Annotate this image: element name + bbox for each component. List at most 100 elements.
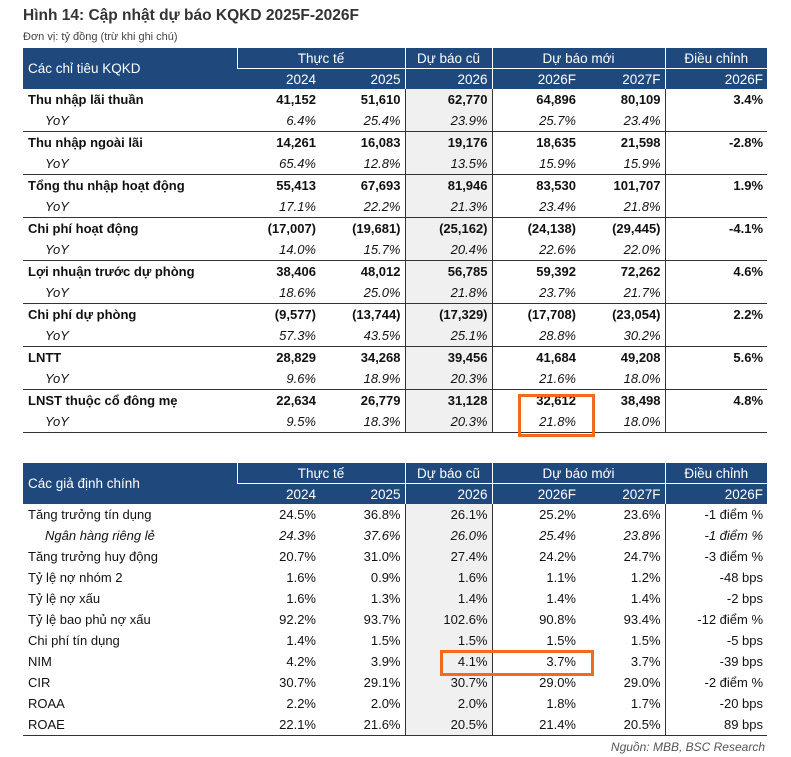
table-row: ROAA 2.2% 2.0% 2.0% 1.8% 1.7% -20 bps <box>23 693 768 714</box>
row-label: Tăng trưởng tín dụng <box>28 507 152 522</box>
value-cell: 1.4% <box>404 588 492 609</box>
header-new: Dự báo mới <box>491 48 666 69</box>
header-year: 2026F <box>664 68 768 89</box>
value-cell: 1.9% <box>664 174 768 196</box>
yoy-cell: 23.7% <box>491 282 580 304</box>
header-year: 2026F <box>491 68 580 89</box>
value-cell: 39,456 <box>404 346 492 368</box>
row-label: YoY <box>23 368 237 390</box>
yoy-cell: 25.7% <box>491 110 580 132</box>
value-cell: 22.1% <box>237 714 320 736</box>
yoy-row: YoY 9.6% 18.9% 20.3% 21.6% 18.0% <box>23 368 768 390</box>
row-label: YoY <box>23 196 237 218</box>
value-cell: 1.2% <box>630 570 661 585</box>
row-label: Tổng thu nhập hoạt động <box>28 178 185 193</box>
yoy-cell: 18.0% <box>580 368 666 390</box>
row-label: LNTT <box>28 350 62 365</box>
yoy-row: YoY 18.6% 25.0% 21.8% 23.7% 21.7% <box>23 282 768 304</box>
yoy-cell-empty <box>664 282 768 304</box>
value-cell: -39 bps <box>664 651 768 672</box>
table-row: NIM 4.2% 3.9% 4.1% 3.7% 3.7% -39 bps <box>23 651 768 672</box>
header-year: 2026F <box>664 483 768 504</box>
yoy-cell: 12.8% <box>320 153 405 175</box>
value-cell: 1.5% <box>491 630 580 651</box>
row-label: Lợi nhuận trước dự phòng <box>28 264 195 279</box>
header-year: 2026 <box>404 483 492 504</box>
value-cell: 20.5% <box>580 714 666 736</box>
value-cell: 1.5% <box>404 630 492 651</box>
row-label: Tăng trưởng huy động <box>28 549 158 564</box>
yoy-cell: 21.8% <box>404 282 492 304</box>
value-cell: 34,268 <box>360 350 401 365</box>
value-cell: 48,012 <box>360 264 401 279</box>
value-cell: 1.4% <box>286 633 316 648</box>
table-row: Tỷ lệ nợ nhóm 2 1.6% 0.9% 1.6% 1.1% 1.2% -48 b… <box>23 567 768 588</box>
value-cell: 56,785 <box>404 260 492 282</box>
row-label: YoY <box>23 411 237 433</box>
value-cell: 81,946 <box>404 174 492 196</box>
table-row: LNTT 28,829 34,268 39,456 41,684 49,208 5.6% <box>23 346 768 368</box>
value-cell: 1.8% <box>491 693 580 714</box>
value-cell: 93.4% <box>623 612 661 627</box>
value-cell: 28,829 <box>276 350 316 365</box>
row-label: Chi phí tín dụng <box>28 633 120 648</box>
value-cell: (13,744) <box>352 307 401 322</box>
table-row: Chi phí tín dụng 1.4% 1.5% 1.5% 1.5% 1.5% -5 b… <box>23 630 768 651</box>
value-cell: 26.1% <box>404 504 492 525</box>
value-cell: 2.2% <box>664 303 768 325</box>
value-cell: -3 điểm % <box>664 546 768 567</box>
table-label: Các chỉ tiêu KQKD <box>23 48 237 89</box>
table-row: LNST thuộc cổ đông mẹ 22,634 26,779 31,128 3… <box>23 389 768 411</box>
value-cell: 1.1% <box>491 567 580 588</box>
value-cell: 20.7% <box>279 549 316 564</box>
value-cell: 4.8% <box>664 389 768 411</box>
yoy-cell: 22.2% <box>320 196 405 218</box>
yoy-cell: 65.4% <box>237 153 320 175</box>
yoy-cell: 18.6% <box>237 282 320 304</box>
value-cell: 22,634 <box>276 393 316 408</box>
yoy-cell: 9.5% <box>237 411 320 433</box>
value-cell: 92.2% <box>279 612 316 627</box>
value-cell: 3.9% <box>370 654 401 669</box>
value-cell: 30.7% <box>279 675 316 690</box>
value-cell: 67,693 <box>360 178 401 193</box>
row-label: YoY <box>23 239 237 261</box>
value-cell: 102.6% <box>404 609 492 630</box>
yoy-cell: 15.7% <box>320 239 405 261</box>
value-cell: -20 bps <box>664 693 768 714</box>
value-cell: (17,708) <box>491 303 580 325</box>
row-label: Chi phí hoạt động <box>28 221 139 236</box>
value-cell: -2.8% <box>664 131 768 153</box>
yoy-cell: 18.9% <box>320 368 405 390</box>
yoy-cell-empty <box>664 368 768 390</box>
source-note: Nguồn: MBB, BSC Research <box>610 740 765 754</box>
table-label: Các giả định chính <box>23 463 237 504</box>
yoy-cell: 21.8% <box>491 411 580 433</box>
yoy-cell-empty <box>664 110 768 132</box>
value-cell: 20.5% <box>404 714 492 736</box>
yoy-cell: 21.6% <box>491 368 580 390</box>
yoy-row: YoY 57.3% 43.5% 25.1% 28.8% 30.2% <box>23 325 768 347</box>
yoy-cell: 23.9% <box>404 110 492 132</box>
value-cell: 1.5% <box>630 633 661 648</box>
value-cell: (17,329) <box>404 303 492 325</box>
yoy-cell: 15.9% <box>491 153 580 175</box>
row-label: LNST thuộc cổ đông mẹ <box>28 393 178 408</box>
value-cell: 1.6% <box>286 591 316 606</box>
header-year: 2026 <box>404 68 492 89</box>
value-cell: (29,445) <box>612 221 661 236</box>
value-cell: 37.6% <box>363 528 401 543</box>
value-cell: 29.0% <box>623 675 661 690</box>
yoy-cell: 43.5% <box>320 325 405 347</box>
yoy-cell: 22.6% <box>491 239 580 261</box>
value-cell: 21,598 <box>620 135 661 150</box>
header-old: Dự báo cũ <box>404 463 492 484</box>
header-year: 2024 <box>237 68 320 89</box>
value-cell: 25.2% <box>491 504 580 525</box>
value-cell: 62,770 <box>404 89 492 110</box>
value-cell: -12 điểm % <box>664 609 768 630</box>
row-label: Thu nhập ngoài lãi <box>28 135 143 150</box>
value-cell: -48 bps <box>664 567 768 588</box>
value-cell: 4.1% <box>404 651 492 672</box>
